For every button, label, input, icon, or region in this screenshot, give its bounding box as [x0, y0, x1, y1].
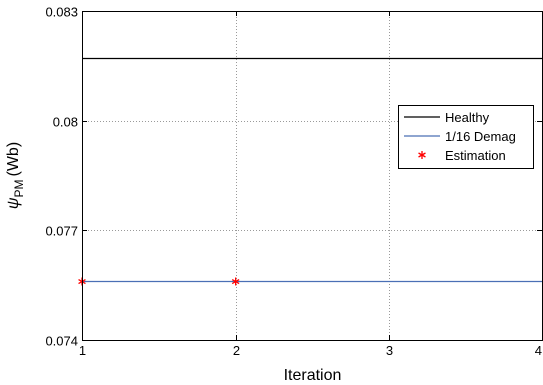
x-axis-label: Iteration [284, 367, 342, 384]
axis-ticks [82, 11, 542, 341]
legend-label: Healthy [445, 110, 490, 125]
y-axis-label-subscript: PM [12, 180, 26, 198]
y-axis-label-unit: (Wb) [5, 142, 22, 177]
y-tick-label: 0.08 [53, 115, 78, 130]
estimation-point [231, 277, 240, 286]
x-tick-label: 2 [233, 343, 240, 358]
y-axis-label: ψPM (Wb) [5, 142, 26, 209]
x-tick-label: 4 [535, 343, 542, 358]
legend-box [398, 105, 534, 169]
legend-label: Estimation [445, 148, 506, 163]
plot-series [78, 57, 543, 286]
x-tick-label: 1 [79, 343, 86, 358]
legend: Healthy 1/16 Demag Estimation [398, 105, 534, 169]
y-tick-label: 0.077 [45, 224, 78, 239]
legend-marker-swatch [418, 151, 426, 159]
y-axis-label-symbol: ψ [5, 197, 22, 209]
plot-area-frame [82, 11, 543, 341]
y-tick-label: 0.083 [45, 5, 78, 20]
y-tick-label: 0.074 [45, 334, 78, 349]
grid [82, 11, 543, 340]
legend-label: 1/16 Demag [445, 129, 516, 144]
axis-tick-labels: 1 2 3 4 0.074 0.077 0.08 0.083 [45, 5, 542, 359]
x-tick-label: 3 [386, 343, 393, 358]
